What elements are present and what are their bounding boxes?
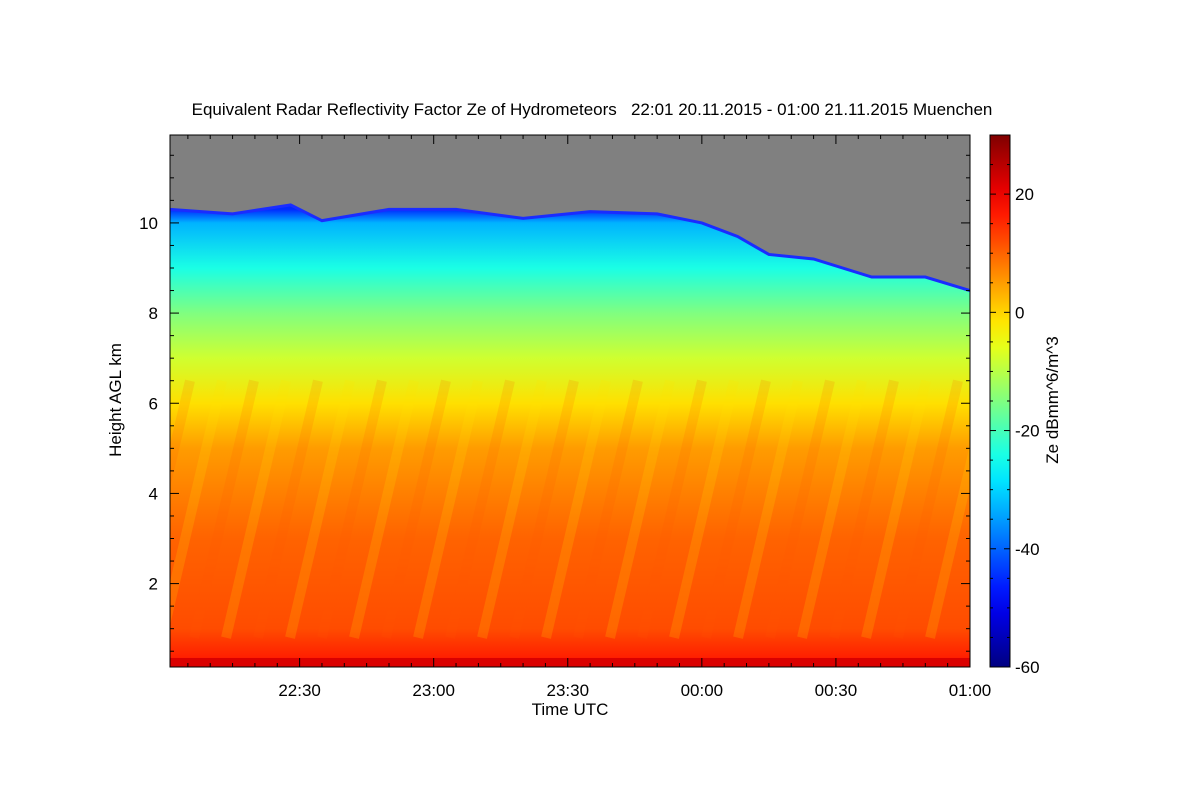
- fall-streak: [829, 379, 899, 639]
- echo-top-edge: [170, 203, 970, 292]
- x-tick-label: 22:30: [278, 681, 321, 700]
- fall-streak: [509, 379, 579, 639]
- fall-streak: [349, 379, 419, 639]
- chart-title: Equivalent Radar Reflectivity Factor Ze …: [192, 100, 993, 119]
- fall-streak: [221, 379, 291, 639]
- fall-streak: [765, 379, 835, 639]
- plot-area: [170, 135, 970, 667]
- y-tick-label: 10: [139, 214, 158, 233]
- fall-streaks: [170, 379, 970, 639]
- fall-streak: [253, 379, 323, 639]
- fall-streak: [605, 379, 675, 639]
- fall-streak: [797, 379, 867, 639]
- colorbar-tick-label: -60: [1015, 658, 1040, 677]
- fall-streak: [541, 379, 611, 639]
- x-tick-label: 23:00: [412, 681, 455, 700]
- colorbar-label: Ze dBmm^6/m^3: [1043, 336, 1062, 463]
- fall-streak: [733, 379, 803, 639]
- y-tick-label: 2: [149, 575, 158, 594]
- reflectivity-field: [170, 204, 970, 667]
- x-tick-label: 01:00: [949, 681, 992, 700]
- fall-streak: [317, 379, 387, 639]
- colorbar-tick-label: -40: [1015, 540, 1040, 559]
- colorbar-tick-label: 0: [1015, 303, 1024, 322]
- fall-streak: [861, 379, 931, 639]
- y-axis-label: Height AGL km: [106, 343, 125, 457]
- fall-streak: [701, 379, 771, 639]
- fall-streak: [413, 379, 483, 639]
- x-tick-label: 00:00: [681, 681, 724, 700]
- y-axis: 2 4 6 8 10: [139, 154, 970, 652]
- colorbar-tick-label: 20: [1015, 185, 1034, 204]
- x-axis: 22:30 23:00 23:30 00:00 00:30 01:00: [187, 135, 992, 700]
- fall-streak: [189, 379, 259, 639]
- fall-streak: [285, 379, 355, 639]
- fall-streak: [170, 379, 195, 489]
- fall-streak: [573, 379, 643, 639]
- x-tick-label: 23:30: [546, 681, 589, 700]
- fall-streak: [925, 444, 970, 639]
- fall-streak: [381, 379, 451, 639]
- y-tick-label: 8: [149, 304, 158, 323]
- fall-streak: [893, 379, 963, 639]
- x-axis-label: Time UTC: [532, 700, 609, 719]
- fall-streak: [170, 379, 227, 626]
- fall-streak: [637, 379, 707, 639]
- fall-streak: [669, 379, 739, 639]
- fall-streak: [445, 379, 515, 639]
- fall-streak: [477, 379, 547, 639]
- colorbar: 20 0 -20 -40 -60 Ze dBmm^6/m^3: [989, 134, 1062, 677]
- plot-frame: [169, 134, 971, 668]
- colorbar-tick-label: -20: [1015, 422, 1040, 441]
- x-tick-label: 00:30: [815, 681, 858, 700]
- colorbar-ticks: 20 0 -20 -40 -60: [990, 164, 1040, 677]
- surface-clutter-band: [170, 657, 970, 667]
- y-tick-label: 6: [149, 394, 158, 413]
- y-tick-label: 4: [149, 484, 158, 503]
